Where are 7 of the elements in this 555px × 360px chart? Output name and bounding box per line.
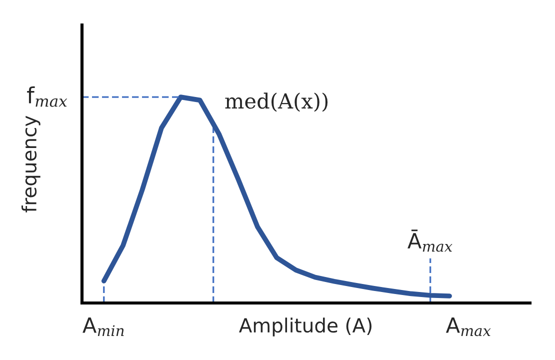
y-axis-title: frequency <box>22 116 40 212</box>
x-tick-label: A$_{max}$ <box>446 318 491 336</box>
annotation: Ā$_{max}$ <box>408 230 452 252</box>
x-axis-title: Amplitude (A) <box>239 318 372 336</box>
x-tick-label: A$_{min}$ <box>82 318 124 336</box>
ref-line-label: f$_{max}$ <box>27 86 68 107</box>
annotation: med(A(x)) <box>225 92 328 112</box>
